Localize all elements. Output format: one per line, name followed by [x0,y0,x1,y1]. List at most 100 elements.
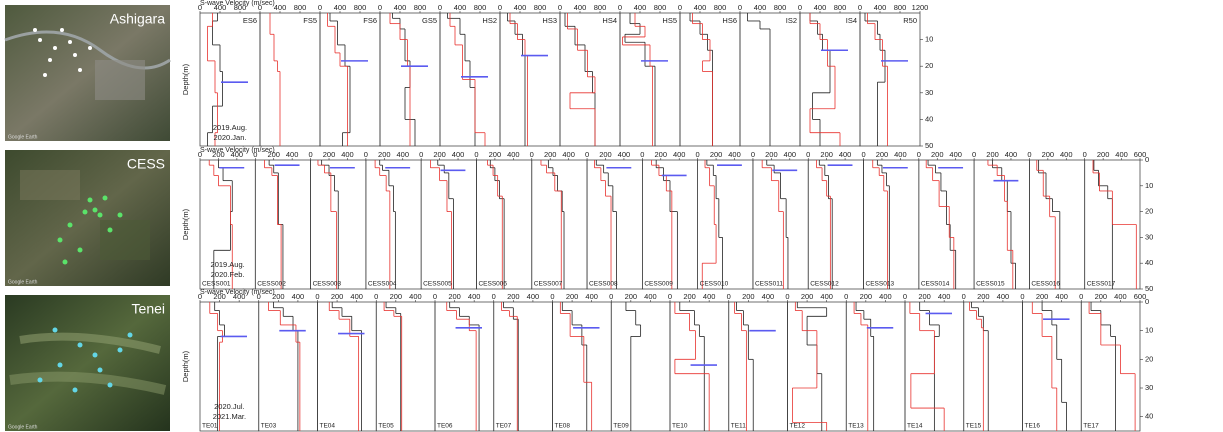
x-tick-label: 200 [801,292,814,301]
x-tick-label: 200 [272,292,285,301]
panel-name: TE16 [1025,423,1041,430]
panel-name: TE05 [378,423,394,430]
x-tick-label: 400 [839,150,852,159]
x-tick-label: 0 [696,150,700,159]
panel-frame [435,302,494,431]
x-tick-label: 800 [234,3,247,12]
panel-name: HS4 [602,16,617,25]
x-tick-label: 400 [879,292,892,301]
x-tick-label: 200 [489,150,502,159]
x-tick-label: 0 [903,292,907,301]
x-tick-label: 400 [673,150,686,159]
x-tick-label: 400 [507,150,520,159]
legend-entry: 2020.Jul. [214,402,244,411]
x-tick-label: 400 [1060,150,1073,159]
x-tick-label: 200 [876,150,889,159]
x-tick-label: 0 [253,150,257,159]
x-tick-label: 0 [433,292,437,301]
panel-name: CESS004 [368,281,397,288]
panel-frame [318,302,377,431]
panel-name: TE11 [731,423,746,430]
x-tick-label: 800 [414,3,427,12]
x-tick-label: 200 [1095,292,1108,301]
panel-name: FS6 [363,16,377,25]
x-tick-label: 400 [634,3,647,12]
x-tick-label: 400 [585,292,598,301]
panel-name: CESS012 [810,281,839,288]
x-tick-label: 400 [527,292,540,301]
x-tick-label: 200 [390,292,403,301]
panel-name: R50 [903,16,917,25]
x-tick-label: 0 [917,150,921,159]
x-tick-label: 400 [214,3,227,12]
x-tick-label: 400 [292,292,305,301]
x-tick-label: 0 [1027,150,1031,159]
x-tick-label: 200 [1036,292,1049,301]
x-tick-label: 400 [1005,150,1018,159]
panel-frame [620,13,680,146]
x-tick-label: 0 [751,150,755,159]
x-tick-label: 400 [396,150,409,159]
x-tick-label: 200 [1097,150,1110,159]
satellite-image: CESS Google Earth [5,150,170,286]
x-tick-label: 200 [267,150,280,159]
panel-name: CESS011 [755,281,783,288]
legend-entry: 2020.Feb. [211,270,245,279]
x-tick-label: 0 [640,150,644,159]
panel-name: CESS007 [534,281,563,288]
x-tick-label: 400 [820,292,833,301]
panel-frame [964,302,1023,431]
panel-frame [680,13,740,146]
x-tick-label: 0 [678,3,682,12]
panel-name: CESS009 [644,281,673,288]
x-tick-label: 200 [765,150,778,159]
x-tick-label: 400 [341,150,354,159]
panel-name: CESS016 [1031,281,1060,288]
x-tick-label: 400 [233,292,246,301]
y-tick-label: 10 [1145,326,1153,335]
x-tick-label: 400 [874,3,887,12]
x-tick-label: 0 [474,150,478,159]
x-tick-label: 0 [419,150,423,159]
y-tick-label: 10 [1145,181,1153,190]
legend-entry: 2020.Jan. [214,133,247,142]
x-tick-label: 200 [683,292,696,301]
satellite-image: Tenei Google Earth [5,295,170,431]
x-tick-label: 400 [618,150,631,159]
y-tick-label: 30 [1145,232,1153,241]
panel-name: CESS017 [1087,281,1116,288]
panel-name: GS5 [422,16,437,25]
x-tick-label: 600 [1134,292,1147,301]
x-tick-label: 800 [594,3,607,12]
panel-name: TE10 [672,423,688,430]
y-tick-label: 30 [1145,383,1153,392]
x-tick-label: 800 [834,3,847,12]
panel-frame [260,13,320,146]
region-label: Tenei [132,301,165,317]
x-tick-label: 800 [534,3,547,12]
x-tick-label: 0 [198,292,202,301]
x-tick-label: 0 [318,3,322,12]
x-tick-label: 0 [806,150,810,159]
x-tick-label: 400 [694,3,707,12]
x-tick-label: 200 [710,150,723,159]
panel-name: HS2 [482,16,497,25]
x-tick-label: 200 [977,292,990,301]
x-tick-label: 0 [844,292,848,301]
x-tick-label: 200 [566,292,579,301]
panel-frame [500,13,560,146]
x-tick-label: 0 [530,150,534,159]
panel-name: CESS002 [257,281,286,288]
panel-frame [560,13,620,146]
x-tick-label: 800 [294,3,307,12]
x-tick-label: 0 [498,3,502,12]
x-tick-label: 400 [754,3,767,12]
x-tick-label: 0 [727,292,731,301]
x-tick-label: 0 [364,150,368,159]
satellite-image: Ashigara Google Earth [5,5,170,141]
panel-name: CESS008 [589,281,618,288]
x-tick-label: 0 [861,150,865,159]
x-tick-label: 200 [1042,150,1055,159]
x-tick-label: 0 [785,292,789,301]
image-credit: Google Earth [8,424,38,430]
